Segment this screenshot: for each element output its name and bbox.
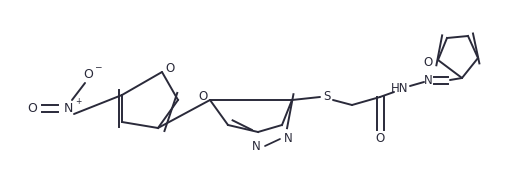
Text: +: + (75, 98, 81, 106)
Text: O: O (198, 90, 208, 103)
Text: O: O (375, 131, 385, 144)
Text: O: O (27, 102, 37, 115)
Text: O: O (83, 68, 93, 81)
Text: O: O (165, 62, 175, 76)
Text: N: N (252, 140, 261, 152)
Text: N: N (284, 133, 293, 146)
Text: O: O (423, 55, 433, 68)
Text: S: S (323, 90, 331, 103)
Text: HN: HN (391, 81, 409, 95)
Text: N: N (63, 102, 73, 115)
Text: −: − (94, 62, 102, 71)
Text: N: N (424, 74, 433, 86)
